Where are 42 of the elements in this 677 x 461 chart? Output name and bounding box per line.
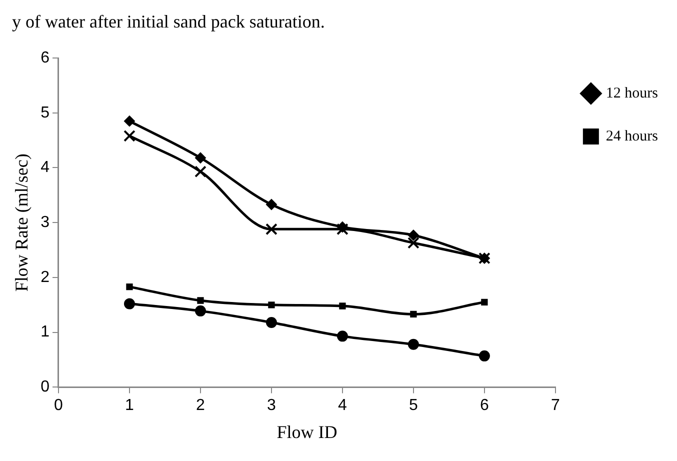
x-tick-label: 5 bbox=[408, 397, 418, 414]
y-tick-label: 5 bbox=[40, 104, 50, 122]
point bbox=[408, 230, 419, 241]
point bbox=[407, 236, 420, 249]
x-tick-label: 4 bbox=[338, 397, 347, 414]
point bbox=[339, 302, 346, 310]
point bbox=[194, 305, 206, 316]
x-axis-title: Flow ID bbox=[276, 422, 338, 442]
point bbox=[336, 221, 348, 232]
point bbox=[268, 302, 275, 308]
point bbox=[266, 198, 277, 210]
point bbox=[336, 223, 348, 236]
point bbox=[408, 338, 419, 350]
x-tick-label: 2 bbox=[196, 397, 206, 414]
y-tick-label: 1 bbox=[40, 324, 50, 341]
y-tick-label: 0 bbox=[40, 378, 50, 396]
point bbox=[266, 223, 278, 236]
point bbox=[194, 166, 206, 178]
point bbox=[124, 130, 136, 142]
point bbox=[124, 116, 135, 127]
x-tick-label: 1 bbox=[125, 397, 134, 414]
y-tick-label: 6 bbox=[40, 49, 50, 66]
legend-label: 24 hours bbox=[606, 128, 658, 144]
x-tick-label: 0 bbox=[54, 397, 64, 414]
point bbox=[336, 330, 348, 342]
x-tick-label: 6 bbox=[480, 397, 489, 414]
point bbox=[124, 298, 135, 310]
x-tick-label: 3 bbox=[267, 397, 276, 414]
point bbox=[481, 298, 488, 306]
y-tick-label: 2 bbox=[40, 268, 50, 286]
point bbox=[126, 283, 133, 290]
point bbox=[194, 152, 206, 164]
point bbox=[197, 297, 204, 304]
point bbox=[478, 350, 490, 362]
legend-label: 12 hours bbox=[606, 85, 658, 102]
x-tick-label: 7 bbox=[550, 397, 560, 414]
text: y of water after initial sand pack saturation. bbox=[12, 12, 325, 32]
point bbox=[410, 310, 417, 318]
point bbox=[266, 316, 277, 328]
y-tick-label: 3 bbox=[40, 214, 50, 232]
y-tick-label: 4 bbox=[40, 159, 50, 176]
y-axis-title: Flow Rate (ml/sec) bbox=[12, 154, 32, 292]
